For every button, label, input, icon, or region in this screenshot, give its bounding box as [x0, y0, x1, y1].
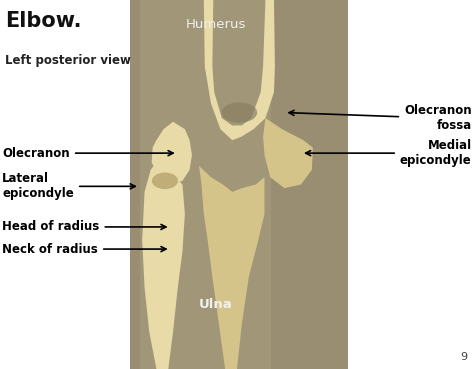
Bar	[140, 0, 271, 369]
Text: Medial
epicondyle: Medial epicondyle	[306, 139, 472, 167]
Text: 9: 9	[460, 352, 467, 362]
Polygon shape	[152, 122, 192, 184]
Ellipse shape	[152, 173, 178, 189]
Ellipse shape	[221, 103, 257, 123]
Polygon shape	[142, 162, 185, 369]
Text: Neck of radius: Neck of radius	[2, 242, 166, 256]
Text: Olecranon: Olecranon	[2, 146, 173, 160]
Polygon shape	[187, 0, 275, 140]
Text: Elbow.: Elbow.	[5, 11, 81, 31]
Text: Ulna: Ulna	[199, 298, 233, 311]
Bar	[130, 0, 348, 369]
Polygon shape	[263, 118, 313, 188]
Text: Left posterior view: Left posterior view	[5, 54, 131, 66]
Text: Humerus: Humerus	[185, 18, 246, 31]
Text: Lateral
epicondyle: Lateral epicondyle	[2, 172, 135, 200]
Text: Head of radius: Head of radius	[2, 220, 166, 234]
Text: Olecranon
fossa: Olecranon fossa	[289, 104, 472, 132]
Polygon shape	[199, 166, 264, 369]
